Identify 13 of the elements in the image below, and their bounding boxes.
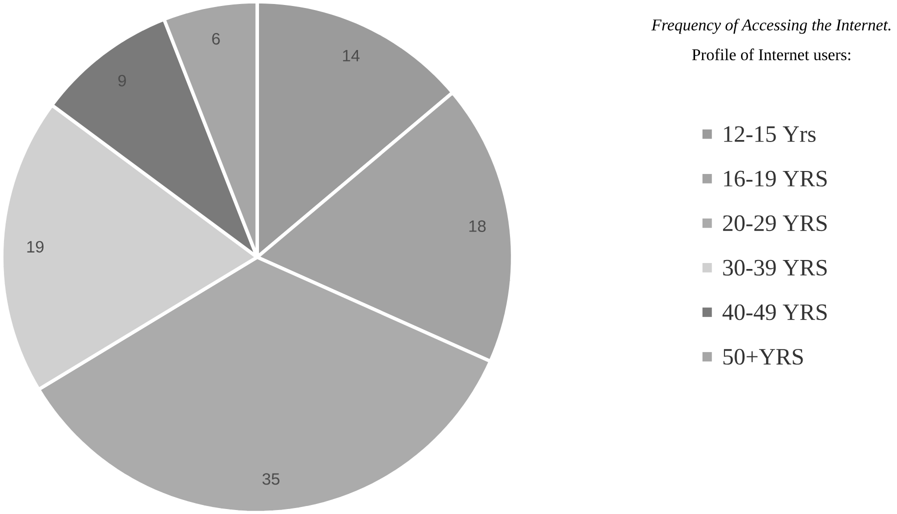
data-label: 18 [469, 220, 486, 232]
legend-label: 12-15 Yrs [724, 126, 816, 142]
text: Profile of Internet users: [692, 48, 850, 60]
data-label: 14 [343, 50, 360, 62]
data-label: 35 [262, 473, 280, 485]
legend-label: 16-19 YRS [724, 170, 827, 186]
legend-label: 30-39 YRS [723, 260, 827, 276]
legend-label: 20-29 YRS [723, 215, 827, 231]
data-label: 6 [212, 32, 220, 44]
data-label: 19 [27, 240, 44, 252]
legend-label: 40-49 YRS [722, 304, 827, 320]
text: Frequency of Accessing the Internet. [651, 18, 890, 34]
legend-label: 50+YRS [723, 348, 803, 364]
